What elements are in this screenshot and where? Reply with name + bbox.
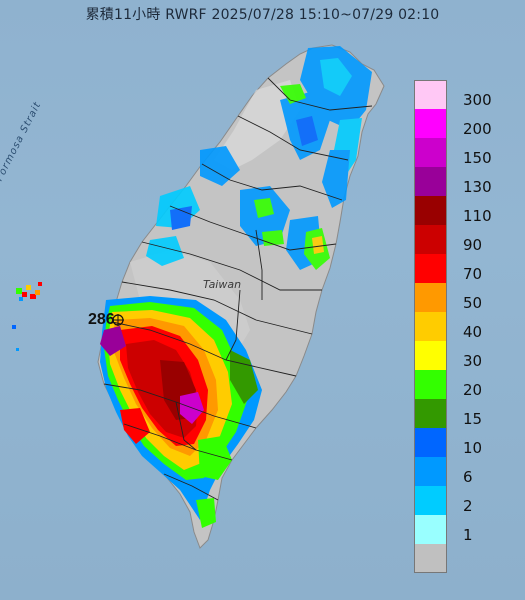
legend-item: 40 bbox=[411, 312, 495, 341]
legend-item: 2 bbox=[411, 486, 495, 515]
legend-swatch bbox=[414, 196, 447, 225]
legend-item: 50 bbox=[411, 283, 495, 312]
legend-swatch bbox=[414, 370, 447, 399]
legend-item: 30 bbox=[411, 341, 495, 370]
legend-swatch bbox=[414, 399, 447, 428]
map-title: 累積11小時 RWRF 2025/07/28 15:10~07/29 02:10 bbox=[85, 7, 440, 23]
legend-label: 10 bbox=[463, 439, 483, 457]
legend-label: 130 bbox=[463, 178, 492, 196]
legend-label: 110 bbox=[463, 207, 492, 225]
legend-swatch bbox=[414, 80, 447, 109]
legend-label: 150 bbox=[463, 149, 492, 167]
legend-label: 200 bbox=[463, 120, 492, 138]
max-value-label: 286 bbox=[88, 311, 115, 328]
county-boundaries bbox=[103, 77, 373, 501]
north-rain-field bbox=[146, 46, 372, 270]
legend-item bbox=[411, 544, 495, 573]
legend-label: 15 bbox=[463, 410, 483, 428]
max-rain-marker bbox=[112, 314, 124, 326]
legend-swatch bbox=[414, 428, 447, 457]
legend-item: 6 bbox=[411, 457, 495, 486]
legend-swatch bbox=[414, 486, 447, 515]
legend-swatch bbox=[414, 254, 447, 283]
legend-item: 10 bbox=[411, 428, 495, 457]
legend-swatch bbox=[414, 457, 447, 486]
legend-swatch bbox=[414, 515, 447, 544]
legend-swatch bbox=[414, 312, 447, 341]
legend-label: 30 bbox=[463, 352, 483, 370]
legend-item: 15 bbox=[411, 399, 495, 428]
legend-label: 6 bbox=[463, 468, 473, 486]
legend-item: 1 bbox=[411, 515, 495, 544]
legend-label: 2 bbox=[463, 497, 473, 515]
legend-label: 50 bbox=[463, 294, 483, 312]
legend-item: 90 bbox=[411, 225, 495, 254]
legend-label: 1 bbox=[463, 526, 473, 544]
legend-swatch bbox=[414, 109, 447, 138]
legend-swatch bbox=[414, 225, 447, 254]
legend-frame bbox=[414, 80, 447, 573]
penghu-islands bbox=[12, 282, 42, 351]
legend-swatch bbox=[414, 283, 447, 312]
legend-label: 90 bbox=[463, 236, 483, 254]
legend-label: 300 bbox=[463, 91, 492, 109]
legend-item: 70 bbox=[411, 254, 495, 283]
legend-item: 200 bbox=[411, 109, 495, 138]
legend-label: 40 bbox=[463, 323, 483, 341]
legend-swatch bbox=[414, 341, 447, 370]
legend-label: 70 bbox=[463, 265, 483, 283]
legend-swatch bbox=[414, 544, 447, 573]
legend-swatch bbox=[414, 138, 447, 167]
south-rain-field bbox=[100, 296, 262, 528]
legend-item: 150 bbox=[411, 138, 495, 167]
legend-item: 20 bbox=[411, 370, 495, 399]
legend-item: 300 bbox=[411, 80, 495, 109]
island-label: Taiwan bbox=[203, 278, 242, 291]
legend-item: 110 bbox=[411, 196, 495, 225]
color-legend: 300 200 150 130 110 90 70 50 40 30 20 15 10 6 2 1 bbox=[411, 80, 495, 573]
legend-label: 20 bbox=[463, 381, 483, 399]
legend-item: 130 bbox=[411, 167, 495, 196]
legend-swatch bbox=[414, 167, 447, 196]
